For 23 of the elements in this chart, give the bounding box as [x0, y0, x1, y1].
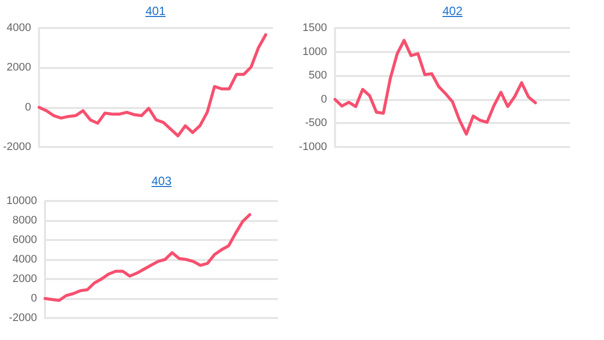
y-tick-label: 8000 [12, 214, 37, 226]
y-tick-label: -500 [304, 117, 327, 130]
chart-title: 402 [441, 4, 464, 18]
chart-title: 401 [144, 4, 167, 18]
y-tick-label: 2000 [6, 62, 32, 74]
line-series [44, 213, 252, 302]
y-tick-label: 6000 [12, 234, 37, 246]
line-series [38, 33, 268, 138]
y-tick-label: 2000 [12, 273, 37, 285]
y-tick-label: 0 [25, 101, 32, 114]
y-tick-label: 4000 [12, 254, 37, 266]
y-tick-label: 0 [30, 292, 37, 304]
line-series [334, 38, 537, 136]
y-tick-label: 0 [320, 93, 327, 106]
y-tick-label: 10000 [6, 195, 37, 207]
y-tick-label: 1000 [302, 46, 327, 58]
y-tick-label: 4000 [6, 22, 32, 34]
y-tick-label: 1500 [302, 22, 327, 34]
chart-title: 403 [150, 174, 173, 188]
y-tick-label: -2000 [8, 312, 37, 324]
y-tick-label: -1000 [298, 141, 327, 153]
y-tick-label: 500 [308, 70, 327, 82]
y-tick-label: -2000 [2, 141, 32, 153]
